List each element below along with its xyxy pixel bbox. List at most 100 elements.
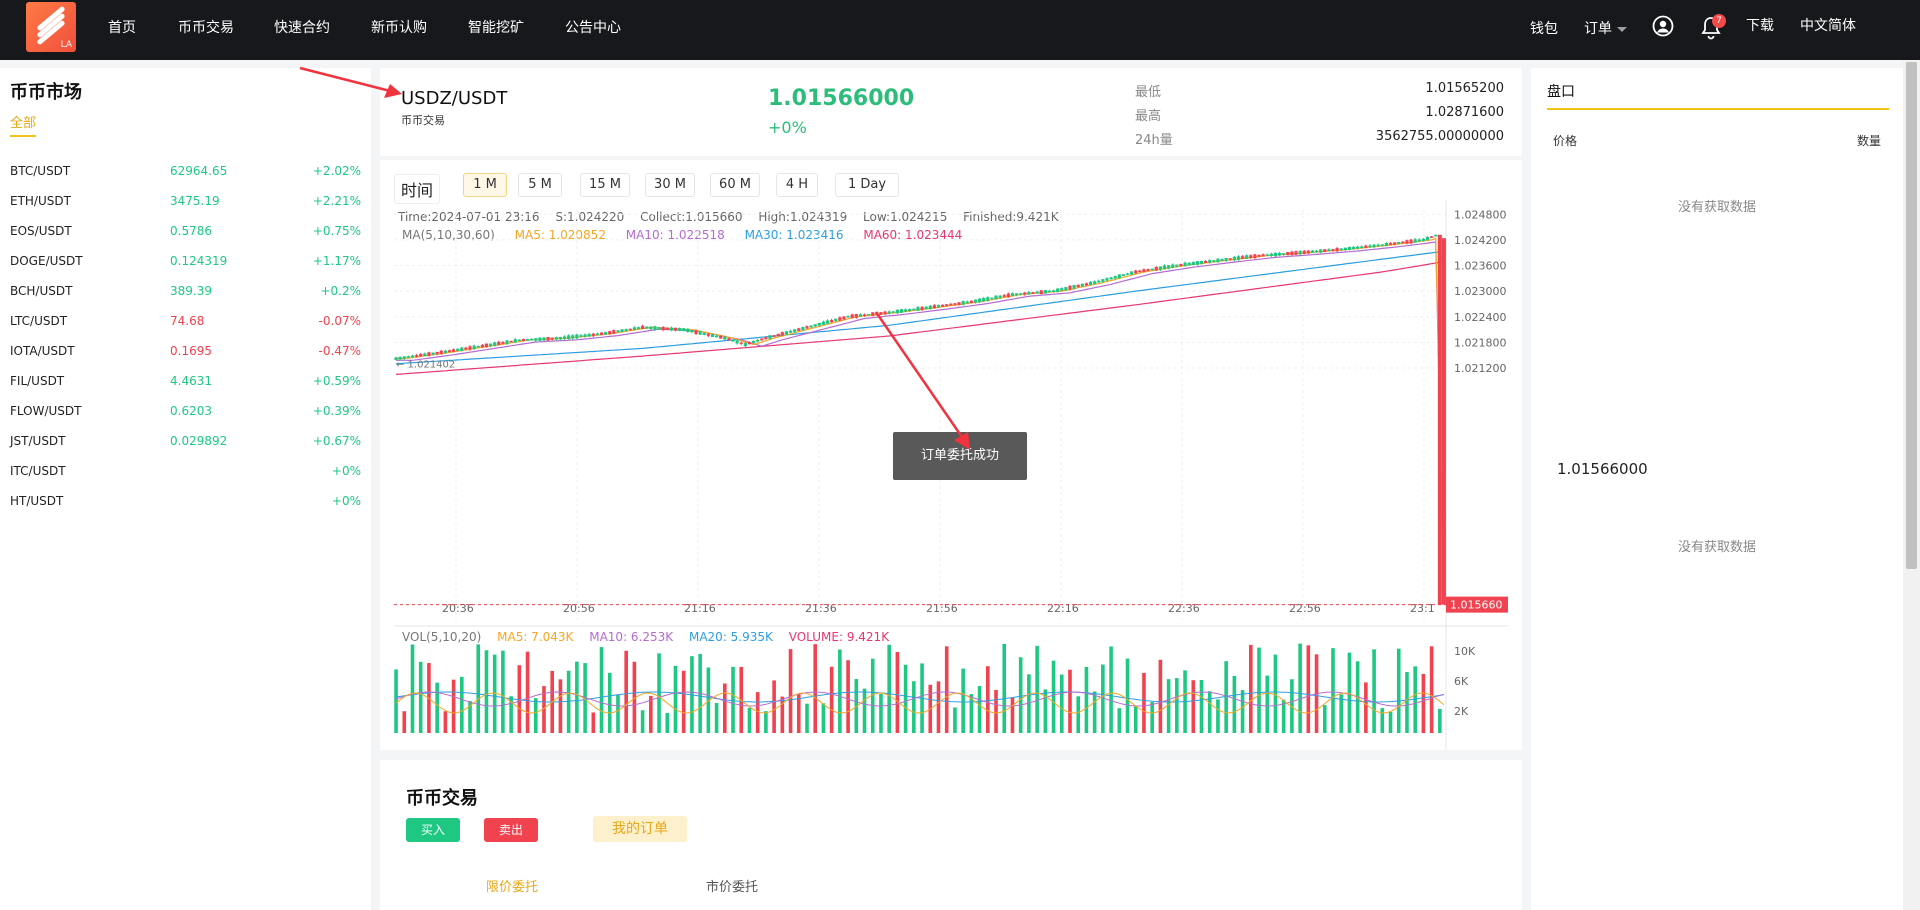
market-row[interactable]: BCH/USDT 389.39 +0.2% [0, 280, 371, 304]
market-row[interactable]: LTC/USDT 74.68 -0.07% [0, 310, 371, 334]
candle [1372, 244, 1376, 248]
buy-tab-button[interactable]: 买入 [406, 818, 460, 842]
orderbook-empty-asks: 没有获取数据 [1677, 200, 1756, 215]
candle [727, 338, 731, 341]
nav-home[interactable]: 首页 [108, 20, 136, 36]
candle [612, 330, 616, 334]
info-finished: Finished:9.421K [963, 210, 1059, 224]
x-tick-label: 22:36 [1168, 602, 1200, 615]
market-row[interactable]: ETH/USDT 3475.19 +2.21% [0, 190, 371, 214]
volume-bar [1290, 679, 1294, 733]
candle [1072, 285, 1076, 289]
market-row[interactable]: FLOW/USDT 0.6203 +0.39% [0, 400, 371, 424]
volume-bar [846, 660, 850, 733]
nav-download[interactable]: 下载 [1746, 18, 1774, 34]
volume-bar [953, 707, 957, 733]
candle [751, 340, 756, 344]
vol-tick-label: 10K [1454, 645, 1476, 658]
volume-bar [1043, 689, 1048, 733]
nav-language[interactable]: 中文简体 [1800, 18, 1856, 34]
timeframe-time-label[interactable]: 时间 [394, 174, 441, 204]
pair-name: USDZ/USDT [401, 88, 508, 109]
volume-bar [583, 663, 587, 733]
volume-bar [1117, 708, 1122, 733]
candle [636, 327, 641, 330]
page-scrollbar[interactable] [1903, 60, 1920, 910]
market-row[interactable]: FIL/USDT 4.4631 +0.59% [0, 370, 371, 394]
candle [1331, 249, 1335, 251]
nav-wallet[interactable]: 钱包 [1530, 21, 1558, 37]
candle [451, 349, 456, 352]
volume-bar [969, 694, 974, 733]
sell-tab-button[interactable]: 卖出 [484, 818, 538, 842]
candle [838, 317, 842, 321]
candle [1282, 253, 1286, 255]
candle [1356, 246, 1360, 249]
market-row[interactable]: HT/USDT +0% [0, 490, 371, 514]
candle [427, 352, 431, 357]
volume-bar [1413, 666, 1417, 733]
candle [579, 335, 583, 337]
volume-bar [1101, 664, 1105, 733]
timeframe-1m[interactable]: 1 M [463, 173, 507, 197]
market-row[interactable]: JST/USDT 0.029892 +0.67% [0, 430, 371, 454]
market-change: +2.21% [312, 194, 361, 208]
timeframe-5m[interactable]: 5 M [518, 173, 562, 197]
volume-bar [1084, 666, 1089, 733]
candle [521, 338, 526, 342]
market-symbol: ITC/USDT [10, 464, 66, 478]
market-row[interactable]: BTC/USDT 62964.65 +2.02% [0, 160, 371, 184]
candle [998, 295, 1002, 298]
nav-quick-contract[interactable]: 快速合约 [274, 20, 330, 36]
candle [1343, 247, 1347, 251]
market-price: 3475.19 [170, 194, 220, 208]
volume-bar [1322, 705, 1327, 733]
volume-legend: VOL(5,10,20) MA5: 7.043K MA10: 6.253K MA… [402, 630, 901, 644]
x-tick-label: 22:56 [1289, 602, 1321, 615]
volume-bar [484, 650, 489, 733]
market-row[interactable]: ITC/USDT +0% [0, 460, 371, 484]
candle [690, 330, 694, 333]
candle [1228, 258, 1232, 260]
candle [891, 311, 895, 313]
candle [562, 336, 567, 339]
candle [1006, 293, 1010, 298]
market-row[interactable]: IOTA/USDT 0.1695 -0.47% [0, 340, 371, 364]
nav-mining[interactable]: 智能挖矿 [468, 20, 524, 36]
timeframe-60m[interactable]: 60 M [710, 173, 760, 197]
candle [1109, 277, 1113, 280]
my-orders-button[interactable]: 我的订单 [593, 816, 687, 842]
candle [1388, 243, 1393, 245]
tab-limit-order[interactable]: 限价委托 [486, 880, 539, 895]
volume-bar [796, 694, 801, 733]
timeframe-30m[interactable]: 30 M [645, 173, 695, 197]
high-label: 最高 [1135, 109, 1162, 124]
scrollbar-thumb[interactable] [1906, 62, 1917, 569]
order-success-toast: 订单委托成功 [893, 432, 1027, 480]
nav-spot-trading[interactable]: 币币交易 [178, 20, 234, 36]
market-tab-all[interactable]: 全部 [10, 112, 37, 137]
timeframe-1day[interactable]: 1 Day [835, 173, 899, 197]
tab-market-order[interactable]: 市价委托 [706, 880, 759, 895]
vol-ma20-line [396, 691, 1444, 703]
candle [1150, 268, 1154, 271]
nav-announcements[interactable]: 公告中心 [565, 20, 621, 36]
volume-bar [1166, 679, 1171, 733]
candle [595, 333, 600, 336]
market-row[interactable]: DOGE/USDT 0.124319 +1.17% [0, 250, 371, 274]
timeframe-15m[interactable]: 15 M [580, 173, 630, 197]
candle [879, 312, 883, 315]
candle [1401, 241, 1405, 244]
candle [1314, 250, 1319, 252]
volume-bar [607, 672, 612, 733]
timeframe-4h[interactable]: 4 H [776, 173, 818, 197]
brand-logo[interactable]: LA [26, 2, 76, 52]
candle [945, 304, 949, 307]
user-icon[interactable] [1652, 15, 1674, 39]
volume-bar [1372, 649, 1376, 733]
vol-ma5: MA5: 7.043K [497, 630, 574, 644]
market-row[interactable]: EOS/USDT 0.5786 +0.75% [0, 220, 371, 244]
last-price: 1.01566000 [768, 86, 915, 111]
nav-new-coin[interactable]: 新币认购 [371, 20, 427, 36]
nav-orders-dropdown[interactable]: 订单 [1584, 3, 1627, 59]
